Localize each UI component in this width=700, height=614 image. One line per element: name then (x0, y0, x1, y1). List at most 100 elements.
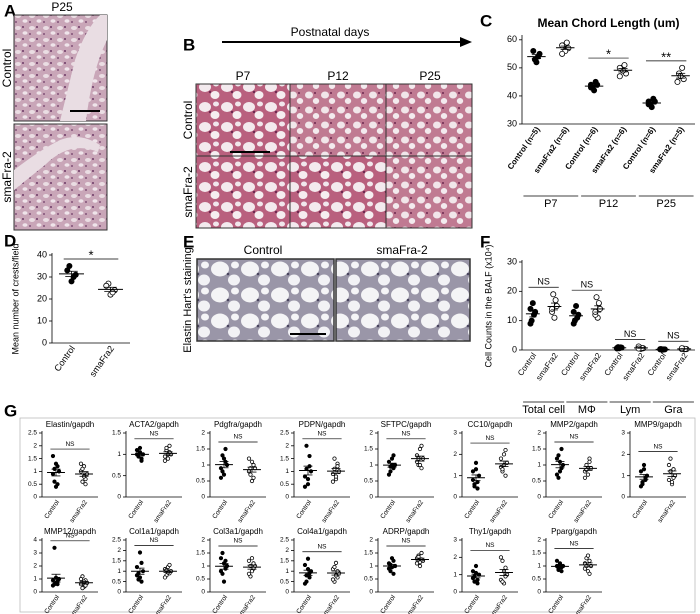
data-point (246, 456, 252, 461)
y-tick-label: 1 (537, 563, 541, 570)
data-point (249, 556, 255, 561)
x-tick-label: Control (463, 594, 481, 614)
data-point (80, 585, 85, 591)
y-tick-label: 1.5 (28, 455, 37, 462)
significance-label: NS (149, 431, 159, 438)
y-tick-label: 2.5 (28, 430, 37, 437)
significance-label: * (88, 247, 93, 262)
chart-title: Pparg/gapdh (551, 527, 597, 536)
x-tick-label: smaFra2 (69, 594, 90, 614)
y-tick-label: 0 (117, 589, 121, 596)
y-tick-label: 1.5 (280, 558, 289, 565)
data-point (251, 475, 256, 480)
data-point (332, 564, 337, 570)
data-point (167, 562, 172, 568)
micrograph (289, 83, 387, 157)
panel-label: A (4, 1, 16, 20)
y-tick-label: 1 (117, 568, 121, 575)
y-tick-label: 0 (621, 494, 625, 501)
data-point (165, 456, 171, 461)
data-point (674, 78, 681, 85)
chart-title: CC10/gapdh (468, 420, 513, 429)
data-point (417, 462, 423, 468)
data-point (613, 345, 620, 352)
y-tick-label: 1 (117, 451, 121, 458)
y-axis-label: Mean number of crests/field (10, 243, 20, 354)
x-tick-label: smaFra2 (657, 499, 678, 524)
data-point (570, 320, 577, 327)
x-tick-label: Control (295, 594, 313, 614)
panel-label: C (480, 11, 492, 30)
data-point (139, 560, 144, 565)
y-tick-label: 3 (621, 430, 625, 437)
data-point (305, 476, 311, 482)
data-point (616, 73, 623, 80)
chart-title: SFTPC/gapdh (381, 420, 432, 429)
data-point (417, 563, 423, 569)
y-tick-label: 0 (33, 589, 37, 596)
data-point (527, 305, 534, 312)
y-tick-label: 1 (369, 462, 373, 469)
y-tick-label: 4 (33, 537, 37, 544)
row-label: smaFra-2 (181, 166, 195, 218)
chart-title: Col1a1/gapdh (129, 527, 179, 536)
data-point (582, 475, 588, 480)
data-point (220, 571, 225, 576)
y-tick-label: 0.5 (196, 478, 205, 485)
significance-label: NS (537, 277, 550, 287)
data-point (333, 474, 339, 479)
data-point (551, 314, 558, 321)
data-point (139, 458, 144, 463)
y-tick-label: 30 (507, 118, 517, 128)
x-tick-label: smaFra2 (573, 594, 594, 614)
y-tick-label: 0 (537, 589, 541, 596)
y-tick-label: 2 (537, 537, 541, 544)
chart-title: ACTA2/gapdh (129, 420, 179, 429)
data-point (666, 477, 672, 483)
significance-label: ** (661, 49, 671, 64)
data-point (220, 453, 225, 458)
y-tick-label: 2 (537, 430, 541, 437)
data-point (64, 267, 71, 274)
y-tick-label: 0 (512, 344, 517, 354)
y-tick-label: 2 (621, 451, 625, 458)
y-tick-label: 0.5 (112, 472, 121, 479)
data-point (585, 553, 591, 558)
data-point (500, 467, 505, 472)
significance-label: * (606, 47, 611, 62)
significance-label: NS (65, 533, 75, 540)
y-tick-label: 1 (201, 563, 205, 570)
y-tick-label: 1.5 (112, 558, 121, 565)
data-point (330, 479, 336, 484)
y-tick-label: 1 (369, 563, 373, 570)
data-point (475, 581, 480, 586)
data-point (470, 477, 476, 483)
x-tick-label: smaFra2 (578, 351, 604, 382)
x-tick-label: smaFra2 (321, 499, 342, 524)
panel-label: D (4, 231, 16, 250)
y-tick-label: 10 (507, 315, 517, 325)
chart-title: Col3a1/gapdh (213, 527, 263, 536)
data-point (137, 550, 143, 555)
data-point (52, 545, 57, 550)
data-point (587, 558, 592, 563)
y-tick-label: 2 (117, 547, 121, 554)
data-point (139, 579, 144, 584)
data-point (573, 302, 580, 309)
vessel (60, 15, 107, 121)
y-tick-label: 0.5 (112, 578, 121, 585)
y-tick-label: 2 (201, 537, 205, 544)
data-point (666, 462, 672, 468)
chart-title: Col4a1/gapdh (297, 527, 347, 536)
y-tick-label: 2 (285, 547, 289, 554)
data-point (498, 456, 504, 461)
significance-label: NS (317, 431, 327, 438)
data-point (552, 297, 559, 304)
x-tick-label: Control (646, 351, 668, 377)
x-tick-label: Control (547, 594, 565, 614)
data-point (220, 469, 225, 474)
column-label: P25 (419, 69, 441, 83)
x-tick-label: Control (211, 499, 229, 521)
y-tick-label: 0.5 (364, 576, 373, 583)
